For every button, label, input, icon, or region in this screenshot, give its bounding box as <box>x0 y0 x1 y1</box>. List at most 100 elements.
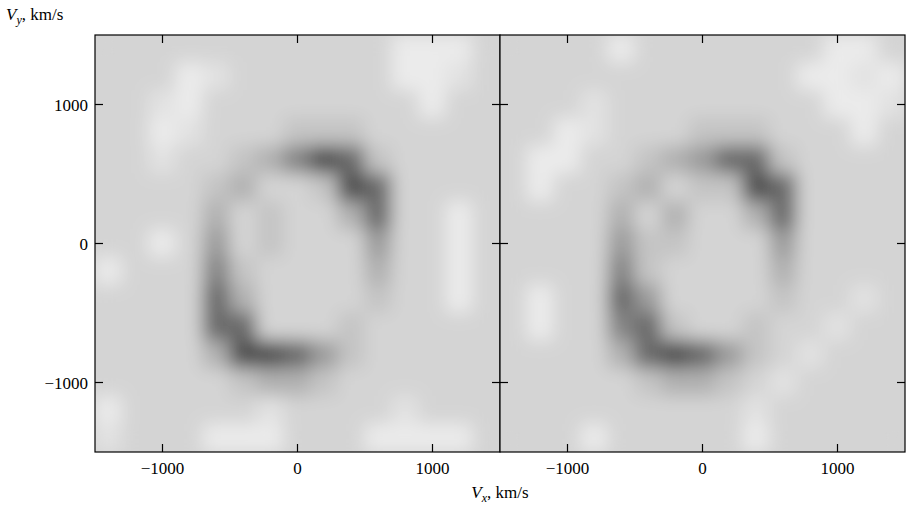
cell <box>392 424 420 452</box>
y-tick <box>492 382 500 383</box>
cell <box>608 146 636 175</box>
cell <box>500 62 528 91</box>
cell <box>176 424 204 452</box>
cell <box>878 146 906 175</box>
cell <box>365 340 393 369</box>
cell <box>311 424 339 452</box>
cell <box>527 35 555 63</box>
cell <box>122 368 150 397</box>
cell <box>878 35 906 63</box>
cell <box>311 174 339 203</box>
cell <box>662 396 690 425</box>
cell <box>851 62 879 91</box>
cell <box>419 62 447 91</box>
cell <box>608 229 636 258</box>
cell <box>365 174 393 203</box>
cell <box>608 35 636 63</box>
cell <box>338 396 366 425</box>
cell <box>878 118 906 147</box>
cell <box>824 62 852 91</box>
panel: −100001000−100001000 <box>44 35 500 479</box>
cell <box>419 35 447 63</box>
cell <box>662 285 690 314</box>
cell <box>122 146 150 175</box>
cell <box>392 313 420 342</box>
cell <box>473 257 501 286</box>
cell <box>419 313 447 342</box>
cell <box>95 90 123 119</box>
cell <box>446 146 474 175</box>
cell <box>284 146 312 175</box>
cell <box>365 118 393 147</box>
cell <box>446 424 474 452</box>
cell <box>689 229 717 258</box>
cell <box>527 396 555 425</box>
cell <box>284 90 312 119</box>
cell <box>824 257 852 286</box>
cell <box>797 62 825 91</box>
cell <box>824 424 852 452</box>
cell <box>500 313 528 342</box>
cell <box>311 396 339 425</box>
cell <box>257 62 285 91</box>
cell <box>554 396 582 425</box>
cell <box>716 90 744 119</box>
cell <box>203 313 231 342</box>
y-axis-title: Vy, km/s <box>6 5 63 27</box>
cell <box>338 424 366 452</box>
cell <box>392 62 420 91</box>
cell <box>149 118 177 147</box>
cell <box>851 285 879 314</box>
x-tick <box>702 35 703 43</box>
cell <box>338 340 366 369</box>
cell <box>527 229 555 258</box>
cell <box>851 90 879 119</box>
cell <box>797 35 825 63</box>
cell <box>797 368 825 397</box>
cell <box>149 35 177 63</box>
x-tick-label: 1000 <box>416 459 450 478</box>
cell <box>662 174 690 203</box>
cell <box>824 229 852 258</box>
cell <box>473 90 501 119</box>
x-tick <box>567 444 568 452</box>
cell <box>851 396 879 425</box>
cell <box>662 368 690 397</box>
cell <box>689 313 717 342</box>
cell <box>203 368 231 397</box>
cell <box>176 285 204 314</box>
cell <box>203 340 231 369</box>
cell <box>635 146 663 175</box>
cell <box>797 118 825 147</box>
cell <box>473 313 501 342</box>
cell <box>257 396 285 425</box>
cell <box>446 285 474 314</box>
x-tick-label: −1000 <box>141 459 185 478</box>
cell <box>797 285 825 314</box>
cell <box>446 368 474 397</box>
x-tick <box>297 444 298 452</box>
cell <box>851 201 879 230</box>
cell <box>743 35 771 63</box>
cell <box>392 90 420 119</box>
cell <box>608 174 636 203</box>
cell <box>770 146 798 175</box>
cell <box>176 396 204 425</box>
cell <box>527 424 555 452</box>
plot-background <box>500 35 905 452</box>
x-tick <box>297 35 298 43</box>
cell <box>797 90 825 119</box>
cell <box>500 285 528 314</box>
cell <box>824 201 852 230</box>
x-tick <box>837 444 838 452</box>
x-tick-label: 0 <box>698 459 707 478</box>
cell <box>500 257 528 286</box>
cell <box>230 257 258 286</box>
cell <box>95 146 123 175</box>
cell <box>554 313 582 342</box>
cell <box>500 118 528 147</box>
cell <box>824 368 852 397</box>
cell <box>608 313 636 342</box>
cell <box>419 118 447 147</box>
cell <box>689 146 717 175</box>
